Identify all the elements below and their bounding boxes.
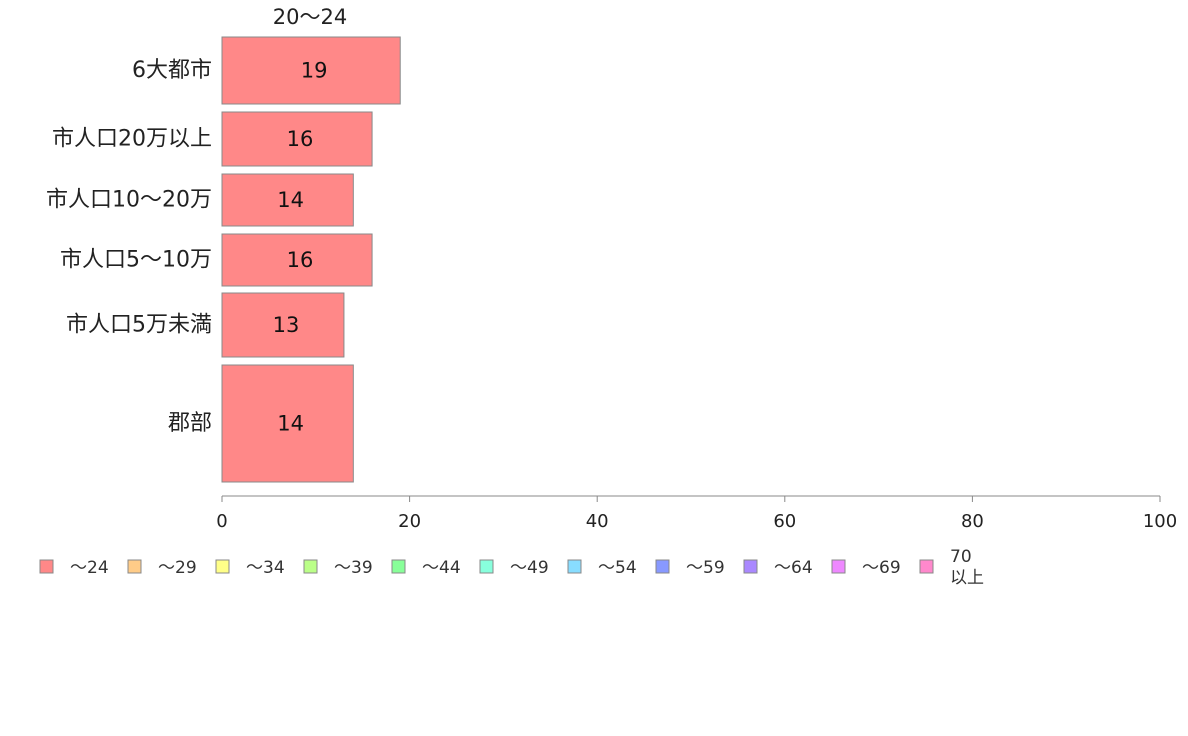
x-tick-label: 60 [773, 511, 796, 532]
legend-label: 〜64 [774, 558, 813, 578]
legend-label: 〜29 [158, 558, 197, 578]
category-label: 市人口20万以上 [52, 127, 212, 152]
legend-swatch [127, 559, 142, 574]
legend-label: 〜34 [246, 558, 285, 578]
bar [221, 173, 354, 227]
legend-swatch [303, 559, 318, 574]
legend-swatch [831, 559, 846, 574]
category-label: 郡部 [168, 411, 212, 436]
bar-value-label: 16 [287, 127, 314, 151]
bar [221, 364, 354, 483]
legend-label: 70 以上 [950, 547, 984, 588]
bar-value-label: 14 [277, 412, 304, 436]
category-label: 市人口5〜10万 [60, 248, 212, 273]
legend-swatch [391, 559, 406, 574]
legend-label: 〜49 [510, 558, 549, 578]
series-title: 20〜24 [273, 5, 347, 29]
legend-label: 〜59 [686, 558, 725, 578]
bar [221, 292, 345, 358]
bar-value-label: 19 [301, 59, 328, 83]
legend-swatch [743, 559, 758, 574]
legend-swatch [215, 559, 230, 574]
legend-label: 〜44 [422, 558, 461, 578]
legend-label: 〜39 [334, 558, 373, 578]
x-tick-label: 0 [216, 511, 227, 532]
bar [221, 233, 373, 287]
legend-swatch [567, 559, 582, 574]
category-label: 市人口10〜20万 [46, 188, 212, 213]
legend-label: 〜24 [70, 558, 109, 578]
legend: 〜24 〜29 〜34 〜39 〜44 〜49 〜54 〜59 〜64 〜69 70 以上 [39, 547, 984, 588]
category-label: 市人口5万未満 [66, 313, 212, 338]
legend-swatch [479, 559, 494, 574]
category-label: 6大都市 [132, 58, 212, 83]
bars-group [221, 36, 401, 483]
legend-label-line: 70 [950, 547, 972, 567]
legend-swatch [655, 559, 670, 574]
legend-swatch [919, 559, 934, 574]
legend-label: 〜54 [598, 558, 637, 578]
bar-value-label: 16 [287, 248, 314, 272]
bar-value-label: 14 [277, 188, 304, 212]
legend-label-line: 以上 [950, 568, 984, 588]
legend-label: 〜69 [862, 558, 901, 578]
x-axis: 0 20 40 60 80 100 [216, 495, 1177, 532]
bar [221, 36, 401, 105]
legend-swatch [39, 559, 54, 574]
bar [221, 111, 373, 167]
x-tick-label: 40 [586, 511, 609, 532]
x-tick-label: 20 [398, 511, 421, 532]
bar-labels-group: 19 16 14 16 13 14 [273, 59, 328, 436]
bar-value-label: 13 [273, 313, 300, 337]
x-tick-label: 100 [1143, 511, 1177, 532]
x-tick-label: 80 [961, 511, 984, 532]
